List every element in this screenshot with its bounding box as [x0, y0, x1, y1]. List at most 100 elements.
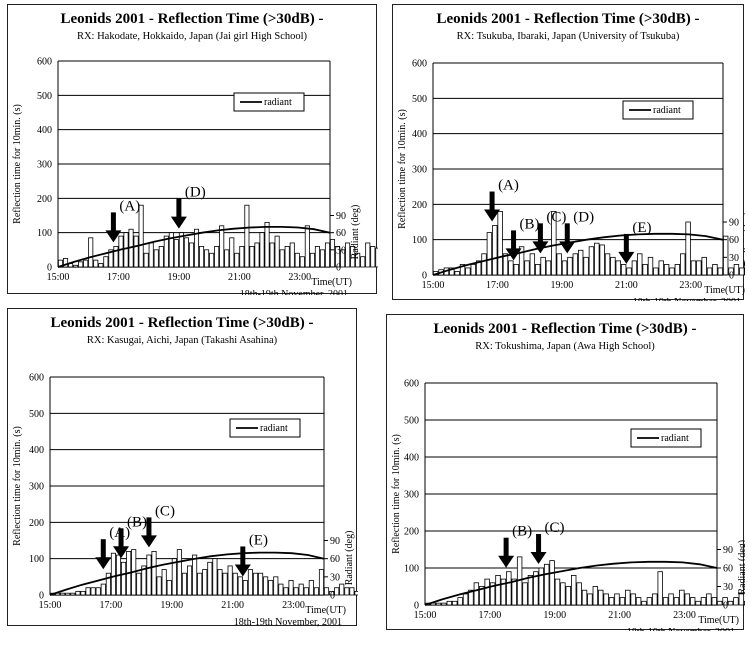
bar: [146, 554, 152, 596]
bar: [587, 593, 593, 606]
y-tick-label: 300: [404, 490, 419, 501]
y-tick-label: 0: [39, 591, 44, 602]
bar: [339, 583, 345, 596]
y-tick-label: 200: [404, 527, 419, 538]
bar: [78, 261, 84, 268]
legend-label: radiant: [260, 423, 288, 434]
bar: [511, 578, 517, 606]
bar: [202, 569, 208, 596]
y2-tick-label: 60: [729, 235, 739, 246]
bar: [284, 245, 290, 268]
bar: [608, 597, 615, 606]
bar: [533, 571, 539, 606]
legend-label: radiant: [661, 433, 689, 444]
x-tick-label: 19:00: [543, 610, 566, 621]
bar: [646, 597, 653, 606]
bar: [658, 260, 664, 276]
bar: [83, 259, 89, 268]
bar: [508, 260, 514, 276]
bar: [570, 574, 577, 606]
annotation-arrowhead: [484, 209, 501, 222]
bar: [113, 245, 119, 268]
x-tick-label: 19:00: [160, 600, 183, 611]
x-tick-label: 17:00: [99, 600, 122, 611]
bar: [156, 576, 162, 596]
bar: [545, 260, 552, 276]
bar: [151, 550, 157, 596]
bar: [653, 267, 659, 276]
x-tick-label: 17:00: [107, 272, 130, 283]
annotation-arrowhead: [140, 535, 157, 548]
bar: [63, 258, 69, 268]
x-tick-label: 19:00: [550, 280, 573, 291]
bar: [263, 576, 269, 596]
annotation-arrow-shaft: [564, 223, 570, 244]
chart-subtitle: RX: Hakodate, Hokkaido, Japan (Jai girl …: [76, 31, 308, 42]
annotation-arrowhead: [234, 564, 251, 577]
bar: [581, 589, 588, 606]
bar: [163, 235, 169, 268]
y2-axis-label: Radiant (deg): [737, 540, 745, 595]
x-tick-label: 17:00: [486, 280, 509, 291]
y-axis-label: Reflection time for 10min. (s): [12, 104, 23, 224]
bar: [598, 589, 604, 606]
bar: [75, 590, 81, 596]
y2-axis-label: Radiant (deg): [350, 205, 361, 260]
bar: [722, 597, 728, 606]
y-tick-label: 0: [47, 263, 52, 274]
bar: [641, 600, 647, 606]
x-axis-label: Time(UT): [698, 615, 739, 626]
date-label: 18th-19th November, 2001: [633, 297, 741, 301]
bar: [540, 256, 546, 276]
bar: [232, 572, 238, 596]
bar: [375, 247, 378, 268]
bar: [674, 263, 681, 276]
bar: [497, 210, 503, 276]
annotation-arrow-shaft: [100, 539, 106, 560]
y-tick-label: 200: [29, 518, 44, 529]
annotation-arrow-shaft: [489, 191, 495, 212]
bar: [222, 572, 228, 596]
bar: [583, 256, 589, 276]
bar: [561, 260, 568, 276]
bar: [470, 263, 476, 276]
annotation-arrowhead: [532, 241, 549, 254]
bar: [298, 583, 304, 596]
y2-tick-label: 0: [723, 601, 728, 612]
bar: [274, 235, 280, 268]
bar: [637, 253, 643, 276]
y2-tick-label: 90: [729, 218, 739, 229]
chart-title: Leonids 2001 - Reflection Time (>30dB) -: [433, 321, 697, 337]
bar: [204, 249, 210, 268]
radiant-line: [432, 232, 724, 276]
bar: [136, 572, 142, 596]
bar: [138, 204, 144, 268]
chart-subtitle: RX: Tokushima, Japan (Awa High School): [475, 341, 655, 352]
bar: [727, 600, 734, 606]
y-tick-label: 600: [29, 373, 44, 384]
bar: [668, 593, 674, 606]
y2-tick-label: 90: [330, 536, 340, 547]
bar: [88, 237, 94, 268]
radiant-line: [424, 560, 718, 606]
bar: [603, 593, 609, 606]
bar: [500, 578, 507, 606]
annotation-label: (A): [119, 198, 140, 214]
bar: [85, 587, 91, 596]
legend-box: [630, 428, 702, 448]
y2-tick-label: 60: [336, 228, 346, 239]
bar: [538, 567, 544, 606]
x-tick-label: 23:00: [679, 280, 702, 291]
bar: [299, 256, 305, 268]
bar: [304, 225, 310, 268]
bar: [70, 592, 76, 596]
bar: [625, 589, 631, 606]
x-tick-label: 15:00: [47, 272, 70, 283]
bar: [690, 260, 697, 276]
y-tick-label: 400: [29, 445, 44, 456]
x-tick-label: 17:00: [478, 610, 501, 621]
annotation-label: (D): [573, 209, 594, 225]
y-tick-label: 600: [404, 379, 419, 390]
bar: [259, 232, 265, 268]
bar: [647, 256, 654, 276]
